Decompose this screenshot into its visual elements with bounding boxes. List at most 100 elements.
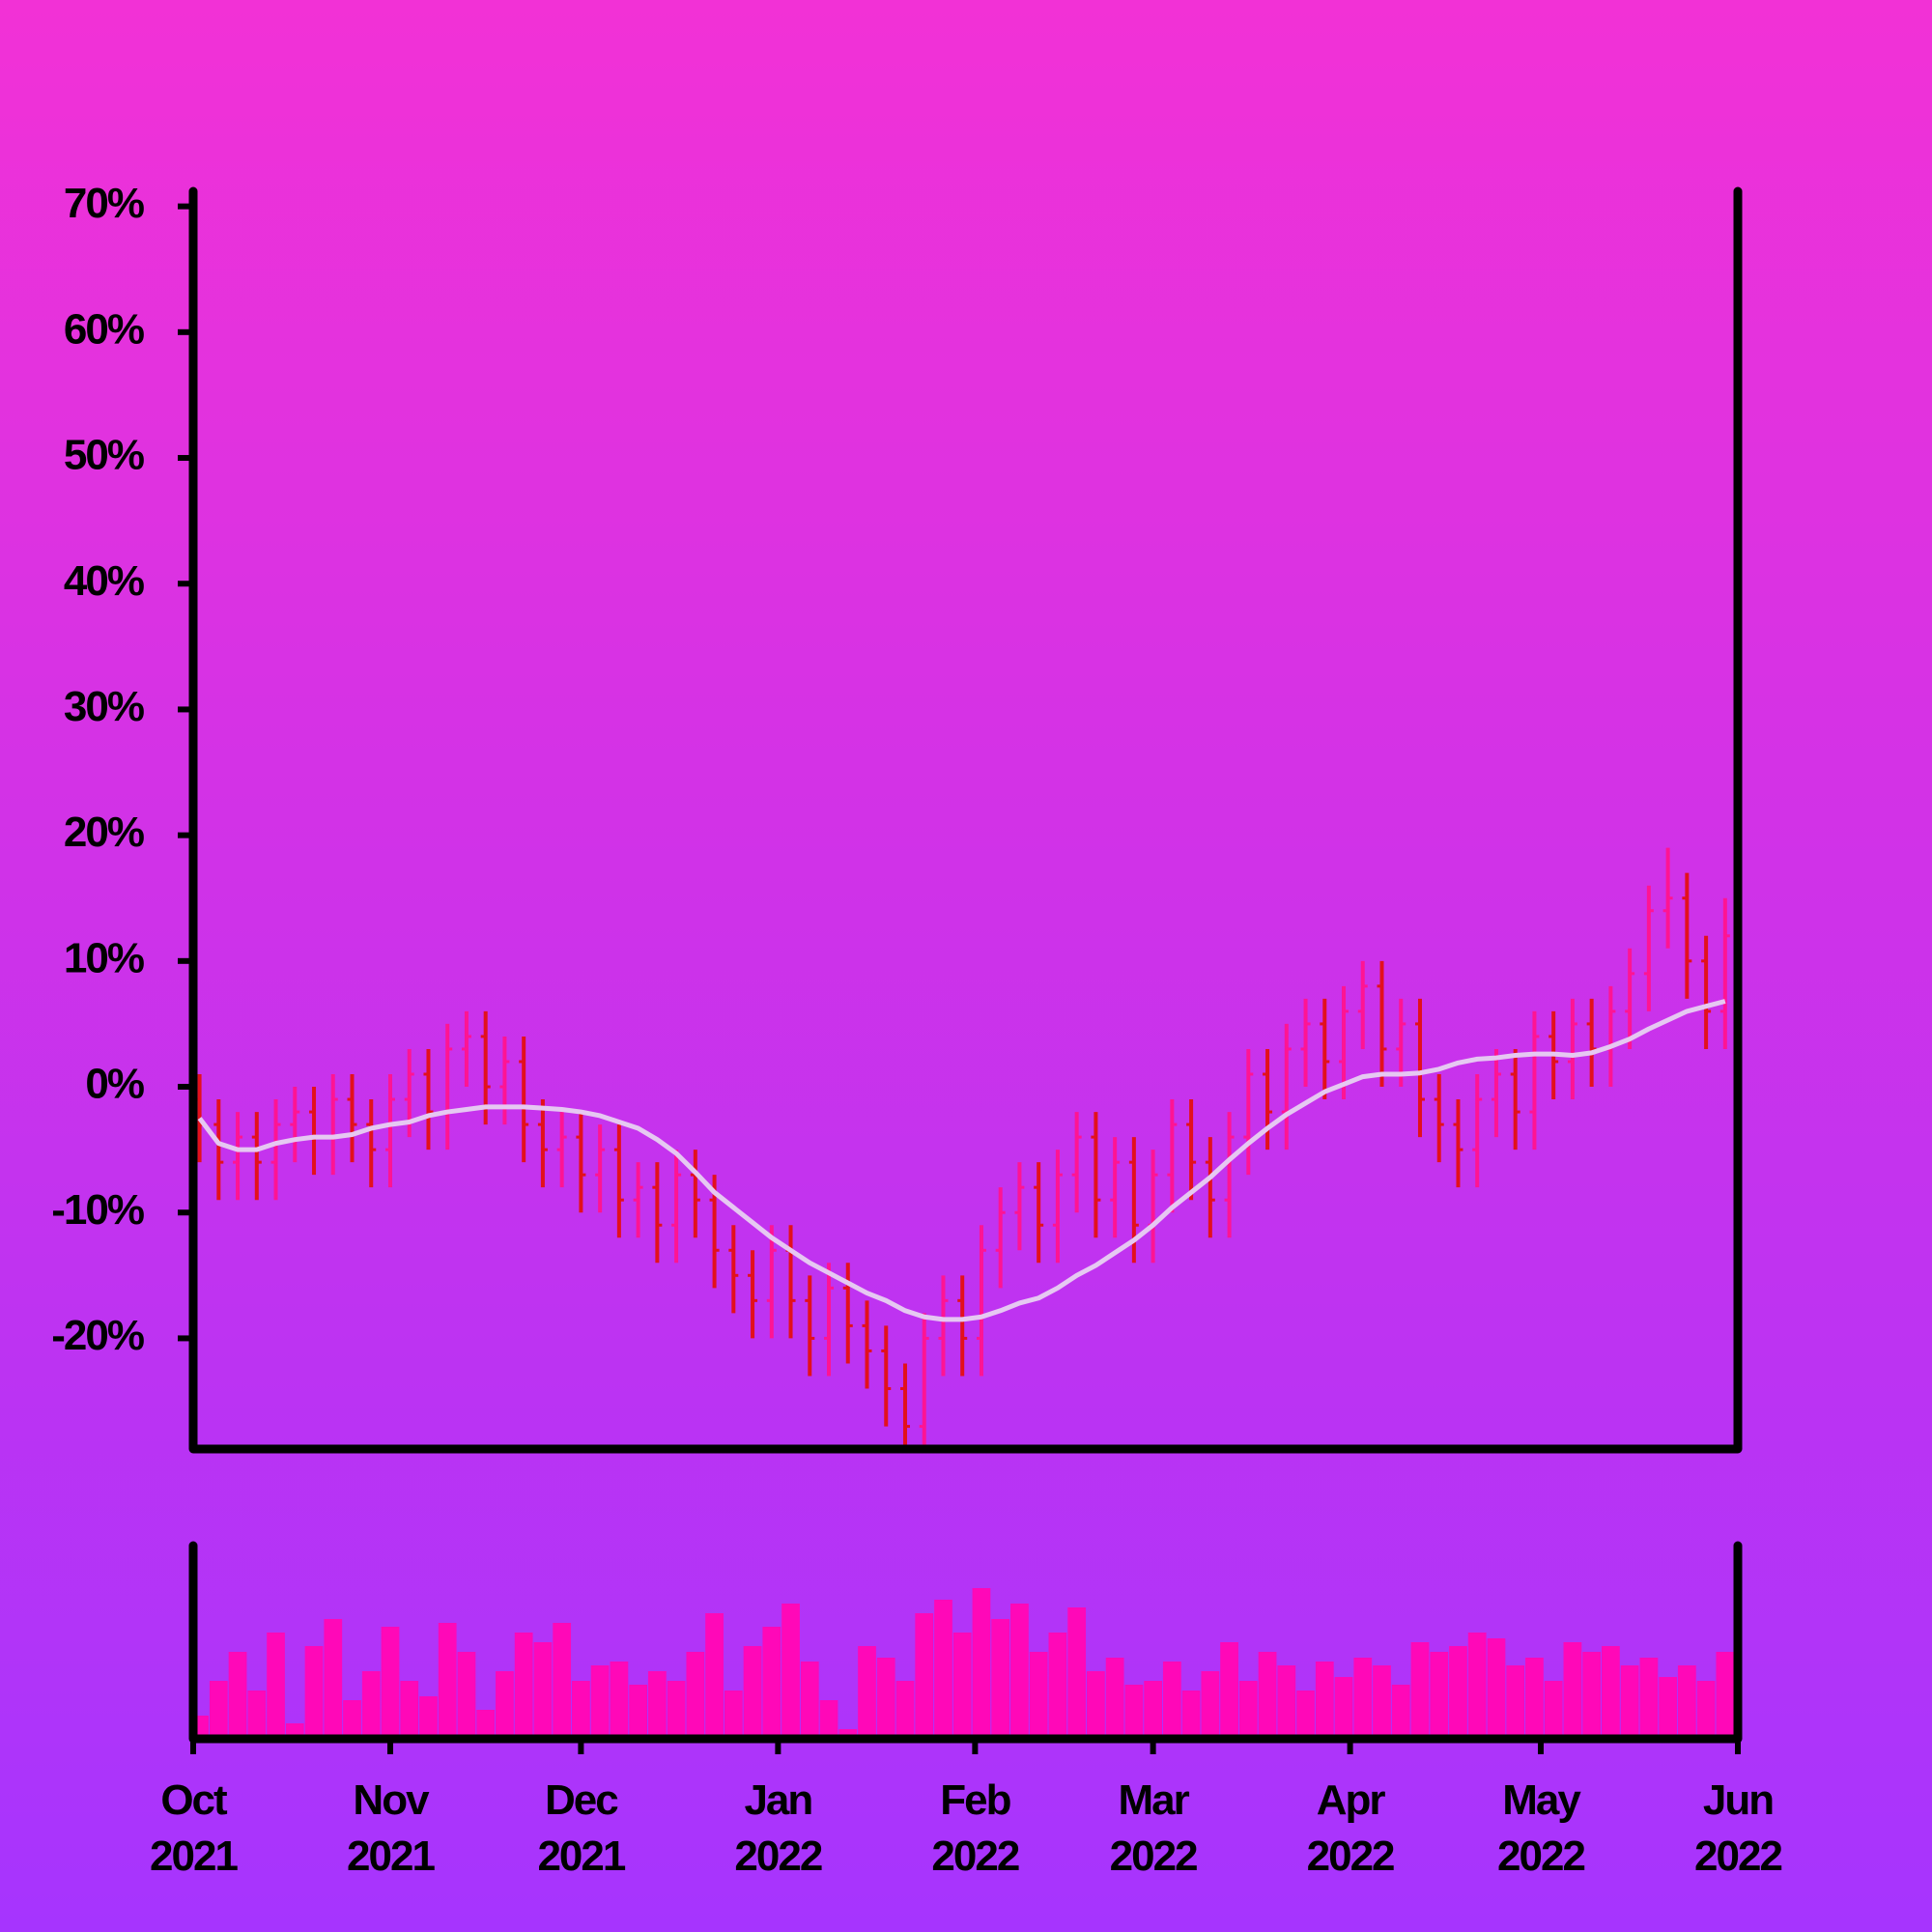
volume-bar xyxy=(1373,1665,1391,1739)
volume-bar xyxy=(496,1671,514,1739)
volume-bar xyxy=(1677,1665,1696,1739)
price-frame xyxy=(188,186,1743,1454)
volume-bar xyxy=(1181,1690,1201,1739)
volume-bar xyxy=(952,1633,972,1739)
volume-bar xyxy=(629,1685,647,1739)
volume-bar xyxy=(1449,1646,1467,1739)
volume-bar xyxy=(209,1681,228,1739)
volume-bar xyxy=(858,1646,876,1739)
volume-bar xyxy=(1659,1677,1677,1739)
volume-bar xyxy=(876,1658,895,1739)
x-tick-label: Nov 2021 xyxy=(347,1776,436,1880)
y-tick-label: 20% xyxy=(64,809,144,856)
y-tick-label: -20% xyxy=(51,1312,144,1359)
volume-bar xyxy=(457,1652,476,1739)
volume-bar xyxy=(247,1690,267,1739)
volume-bar xyxy=(1696,1681,1716,1739)
volume-bar xyxy=(228,1652,247,1739)
volume-frame xyxy=(188,1541,1743,1744)
x-tick-label: Oct 2021 xyxy=(150,1776,239,1880)
volume-bar xyxy=(1353,1658,1373,1739)
volume-bar xyxy=(686,1652,705,1739)
y-tick-label: 0% xyxy=(85,1061,143,1108)
volume-bar xyxy=(1144,1681,1162,1739)
volume-bar xyxy=(1124,1685,1144,1739)
y-tick-label: -10% xyxy=(51,1186,144,1234)
volume-bar xyxy=(1525,1658,1544,1739)
y-tick-label: 40% xyxy=(64,557,144,605)
volume-bar xyxy=(1087,1671,1105,1739)
volume-bar xyxy=(934,1600,952,1739)
y-tick-label: 70% xyxy=(64,180,144,227)
y-tick-label: 10% xyxy=(64,934,144,981)
volume-bar xyxy=(1487,1638,1506,1739)
y-tick-label: 50% xyxy=(64,432,144,479)
volume-bar xyxy=(1010,1604,1029,1739)
volume-bar xyxy=(1315,1662,1334,1739)
volume-bar xyxy=(1544,1681,1563,1739)
x-tick-label: Dec 2021 xyxy=(537,1776,626,1880)
volume-bar xyxy=(361,1671,381,1739)
volume-bar xyxy=(1620,1665,1639,1739)
volume-bar xyxy=(1602,1646,1620,1739)
volume-bar xyxy=(915,1613,934,1739)
volume-bar xyxy=(1220,1642,1238,1739)
volume-bar xyxy=(1105,1658,1124,1739)
x-tick-label: Mar 2022 xyxy=(1109,1776,1199,1880)
volume-bar xyxy=(1391,1685,1410,1739)
x-tick-label: Feb 2022 xyxy=(931,1776,1020,1880)
volume-bar xyxy=(991,1619,1010,1739)
volume-bar xyxy=(419,1696,438,1739)
volume-bar xyxy=(514,1633,533,1739)
volume-bar xyxy=(553,1623,572,1739)
volume-bar xyxy=(1277,1665,1296,1739)
volume-bar xyxy=(476,1710,496,1739)
volume-bar xyxy=(1162,1662,1181,1739)
volume-bar xyxy=(838,1729,858,1739)
volume-bar xyxy=(1029,1652,1048,1739)
volume-bar xyxy=(972,1588,991,1739)
x-tick-label: Apr 2022 xyxy=(1306,1776,1396,1880)
volume-bar xyxy=(343,1700,361,1739)
volume-bar xyxy=(1201,1671,1220,1739)
volume-bar xyxy=(743,1646,762,1739)
volume-bar xyxy=(304,1646,324,1739)
volume-bar xyxy=(781,1604,800,1739)
volume-bar xyxy=(1716,1652,1735,1739)
volume-bar xyxy=(1296,1690,1315,1739)
volume-bar xyxy=(381,1627,400,1739)
volume-bar xyxy=(1582,1652,1602,1739)
volume-bar xyxy=(1238,1681,1258,1739)
volume-bar xyxy=(533,1642,553,1739)
volume-bar xyxy=(590,1665,610,1739)
x-tick-label: May 2022 xyxy=(1497,1776,1586,1880)
volume-bar xyxy=(1334,1677,1353,1739)
volume-bar xyxy=(438,1623,457,1739)
volume-bar xyxy=(400,1681,419,1739)
x-tick-label: Jan 2022 xyxy=(734,1776,823,1880)
volume-bar xyxy=(1048,1633,1067,1739)
x-tick-label: Jun 2022 xyxy=(1694,1776,1783,1880)
volume-bar xyxy=(1067,1607,1087,1739)
volume-bar xyxy=(267,1633,285,1739)
volume-bar xyxy=(1467,1633,1487,1739)
volume-bar xyxy=(647,1671,667,1739)
y-tick-label: 60% xyxy=(64,305,144,353)
volume-bar xyxy=(819,1700,838,1739)
volume-bar xyxy=(1506,1665,1525,1739)
volume-bar xyxy=(667,1681,686,1739)
volume-bar xyxy=(1258,1652,1277,1739)
volume-bar xyxy=(610,1662,629,1739)
volume-bar xyxy=(324,1619,343,1739)
volume-bar xyxy=(800,1662,819,1739)
volume-bar xyxy=(1410,1642,1430,1739)
moving-average xyxy=(197,999,1726,1322)
volume-bar xyxy=(572,1681,590,1739)
volume-bar xyxy=(1430,1652,1449,1739)
y-tick-label: 30% xyxy=(64,683,144,730)
volume-bar xyxy=(895,1681,915,1739)
volume-bar xyxy=(762,1627,781,1739)
volume-bar xyxy=(705,1613,724,1739)
